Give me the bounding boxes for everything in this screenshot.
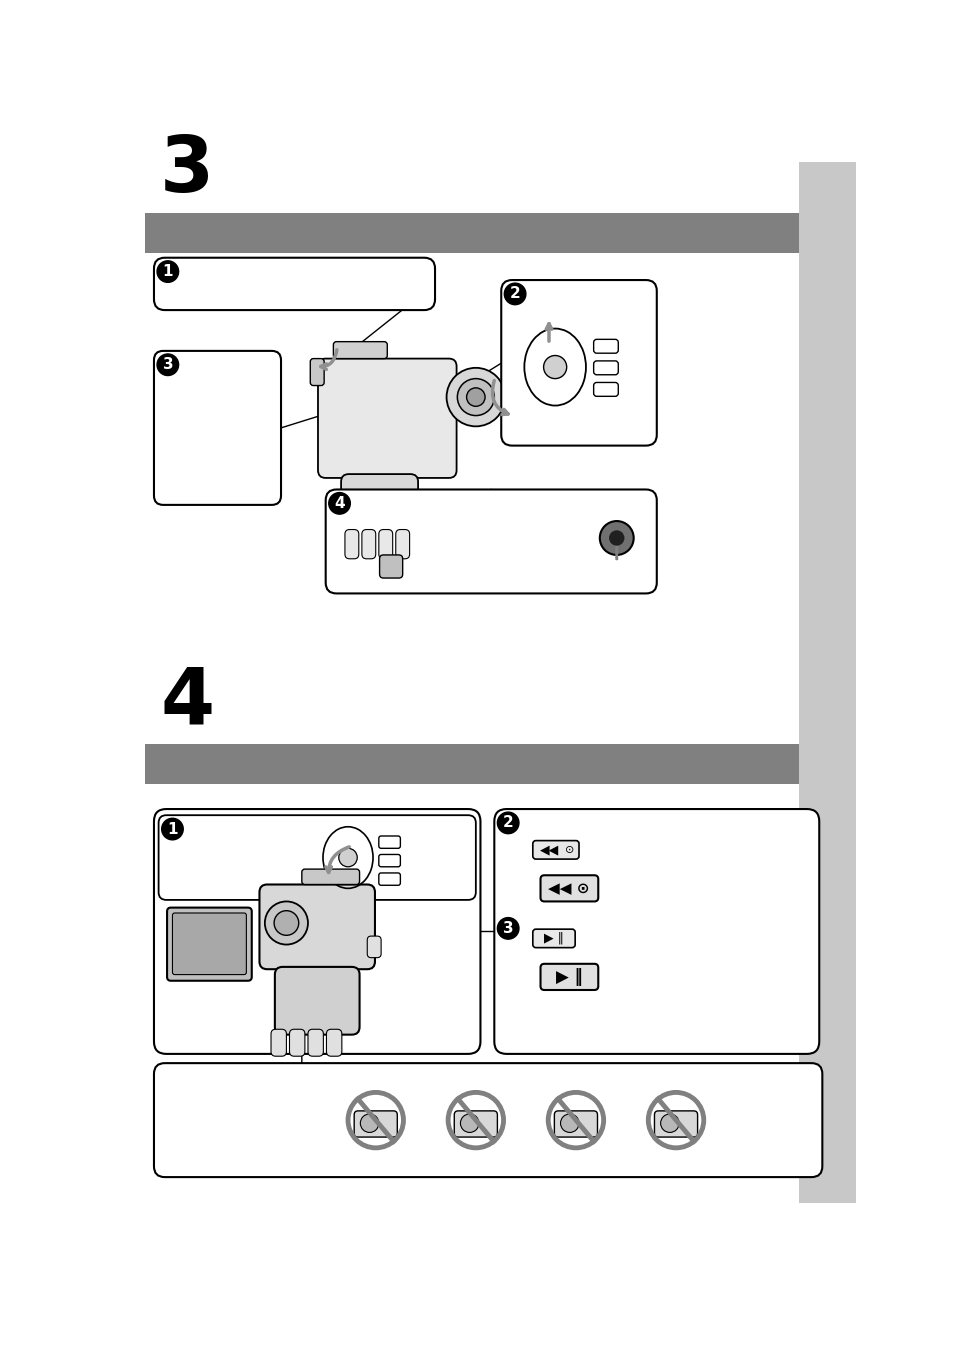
FancyBboxPatch shape bbox=[593, 361, 618, 375]
FancyBboxPatch shape bbox=[593, 339, 618, 353]
Circle shape bbox=[161, 818, 183, 840]
Text: 1: 1 bbox=[167, 822, 177, 837]
FancyBboxPatch shape bbox=[167, 907, 252, 980]
FancyBboxPatch shape bbox=[554, 1111, 597, 1137]
FancyBboxPatch shape bbox=[395, 530, 409, 558]
Text: 2: 2 bbox=[509, 287, 520, 301]
FancyBboxPatch shape bbox=[654, 1111, 697, 1137]
Circle shape bbox=[599, 521, 633, 554]
Circle shape bbox=[466, 388, 484, 407]
FancyBboxPatch shape bbox=[378, 530, 393, 558]
FancyBboxPatch shape bbox=[367, 936, 381, 957]
FancyBboxPatch shape bbox=[500, 280, 656, 446]
FancyBboxPatch shape bbox=[799, 162, 856, 1203]
FancyBboxPatch shape bbox=[301, 869, 359, 884]
Text: ▶ ‖: ▶ ‖ bbox=[555, 968, 581, 986]
FancyBboxPatch shape bbox=[153, 1063, 821, 1178]
Text: ◀◀ ⊙: ◀◀ ⊙ bbox=[548, 882, 589, 896]
FancyBboxPatch shape bbox=[533, 929, 575, 948]
FancyBboxPatch shape bbox=[310, 358, 324, 385]
Text: 4: 4 bbox=[334, 496, 344, 511]
FancyBboxPatch shape bbox=[153, 258, 435, 310]
Circle shape bbox=[446, 368, 504, 426]
FancyBboxPatch shape bbox=[333, 342, 387, 358]
FancyBboxPatch shape bbox=[259, 884, 375, 969]
FancyBboxPatch shape bbox=[379, 554, 402, 579]
FancyBboxPatch shape bbox=[378, 873, 400, 886]
Text: 2: 2 bbox=[502, 815, 513, 830]
Circle shape bbox=[329, 492, 350, 514]
Text: ⊙: ⊙ bbox=[564, 845, 574, 854]
Circle shape bbox=[456, 379, 494, 415]
Text: 3: 3 bbox=[160, 132, 214, 208]
Circle shape bbox=[497, 813, 518, 834]
FancyArrow shape bbox=[612, 535, 620, 560]
FancyBboxPatch shape bbox=[593, 383, 618, 396]
FancyBboxPatch shape bbox=[540, 964, 598, 990]
Circle shape bbox=[608, 530, 624, 546]
Text: 3: 3 bbox=[162, 357, 172, 372]
FancyBboxPatch shape bbox=[145, 745, 799, 784]
Text: 3: 3 bbox=[502, 921, 513, 936]
Circle shape bbox=[157, 261, 178, 283]
Circle shape bbox=[157, 354, 178, 376]
Text: ◀◀: ◀◀ bbox=[539, 844, 558, 856]
FancyBboxPatch shape bbox=[540, 875, 598, 902]
FancyBboxPatch shape bbox=[378, 836, 400, 848]
Text: 4: 4 bbox=[160, 664, 214, 740]
FancyBboxPatch shape bbox=[317, 358, 456, 479]
FancyBboxPatch shape bbox=[533, 841, 578, 859]
FancyBboxPatch shape bbox=[354, 1111, 396, 1137]
Text: 1: 1 bbox=[162, 264, 172, 279]
Circle shape bbox=[360, 1114, 378, 1133]
Circle shape bbox=[560, 1114, 578, 1133]
Circle shape bbox=[265, 902, 308, 945]
FancyBboxPatch shape bbox=[145, 214, 799, 253]
FancyBboxPatch shape bbox=[345, 530, 358, 558]
Circle shape bbox=[460, 1114, 478, 1133]
FancyBboxPatch shape bbox=[153, 808, 480, 1055]
Circle shape bbox=[497, 918, 518, 940]
Circle shape bbox=[659, 1114, 679, 1133]
FancyBboxPatch shape bbox=[361, 530, 375, 558]
Circle shape bbox=[274, 911, 298, 936]
FancyBboxPatch shape bbox=[326, 1029, 341, 1056]
FancyBboxPatch shape bbox=[274, 967, 359, 1034]
FancyBboxPatch shape bbox=[494, 808, 819, 1055]
Circle shape bbox=[543, 356, 566, 379]
Text: ▶ ‖: ▶ ‖ bbox=[543, 932, 563, 945]
FancyBboxPatch shape bbox=[172, 913, 246, 975]
Circle shape bbox=[504, 283, 525, 304]
Circle shape bbox=[338, 848, 356, 867]
FancyBboxPatch shape bbox=[378, 854, 400, 867]
FancyBboxPatch shape bbox=[158, 815, 476, 900]
FancyBboxPatch shape bbox=[325, 489, 656, 594]
FancyBboxPatch shape bbox=[271, 1029, 286, 1056]
FancyBboxPatch shape bbox=[153, 352, 281, 504]
FancyBboxPatch shape bbox=[341, 475, 417, 535]
FancyBboxPatch shape bbox=[289, 1029, 305, 1056]
FancyBboxPatch shape bbox=[454, 1111, 497, 1137]
FancyBboxPatch shape bbox=[308, 1029, 323, 1056]
